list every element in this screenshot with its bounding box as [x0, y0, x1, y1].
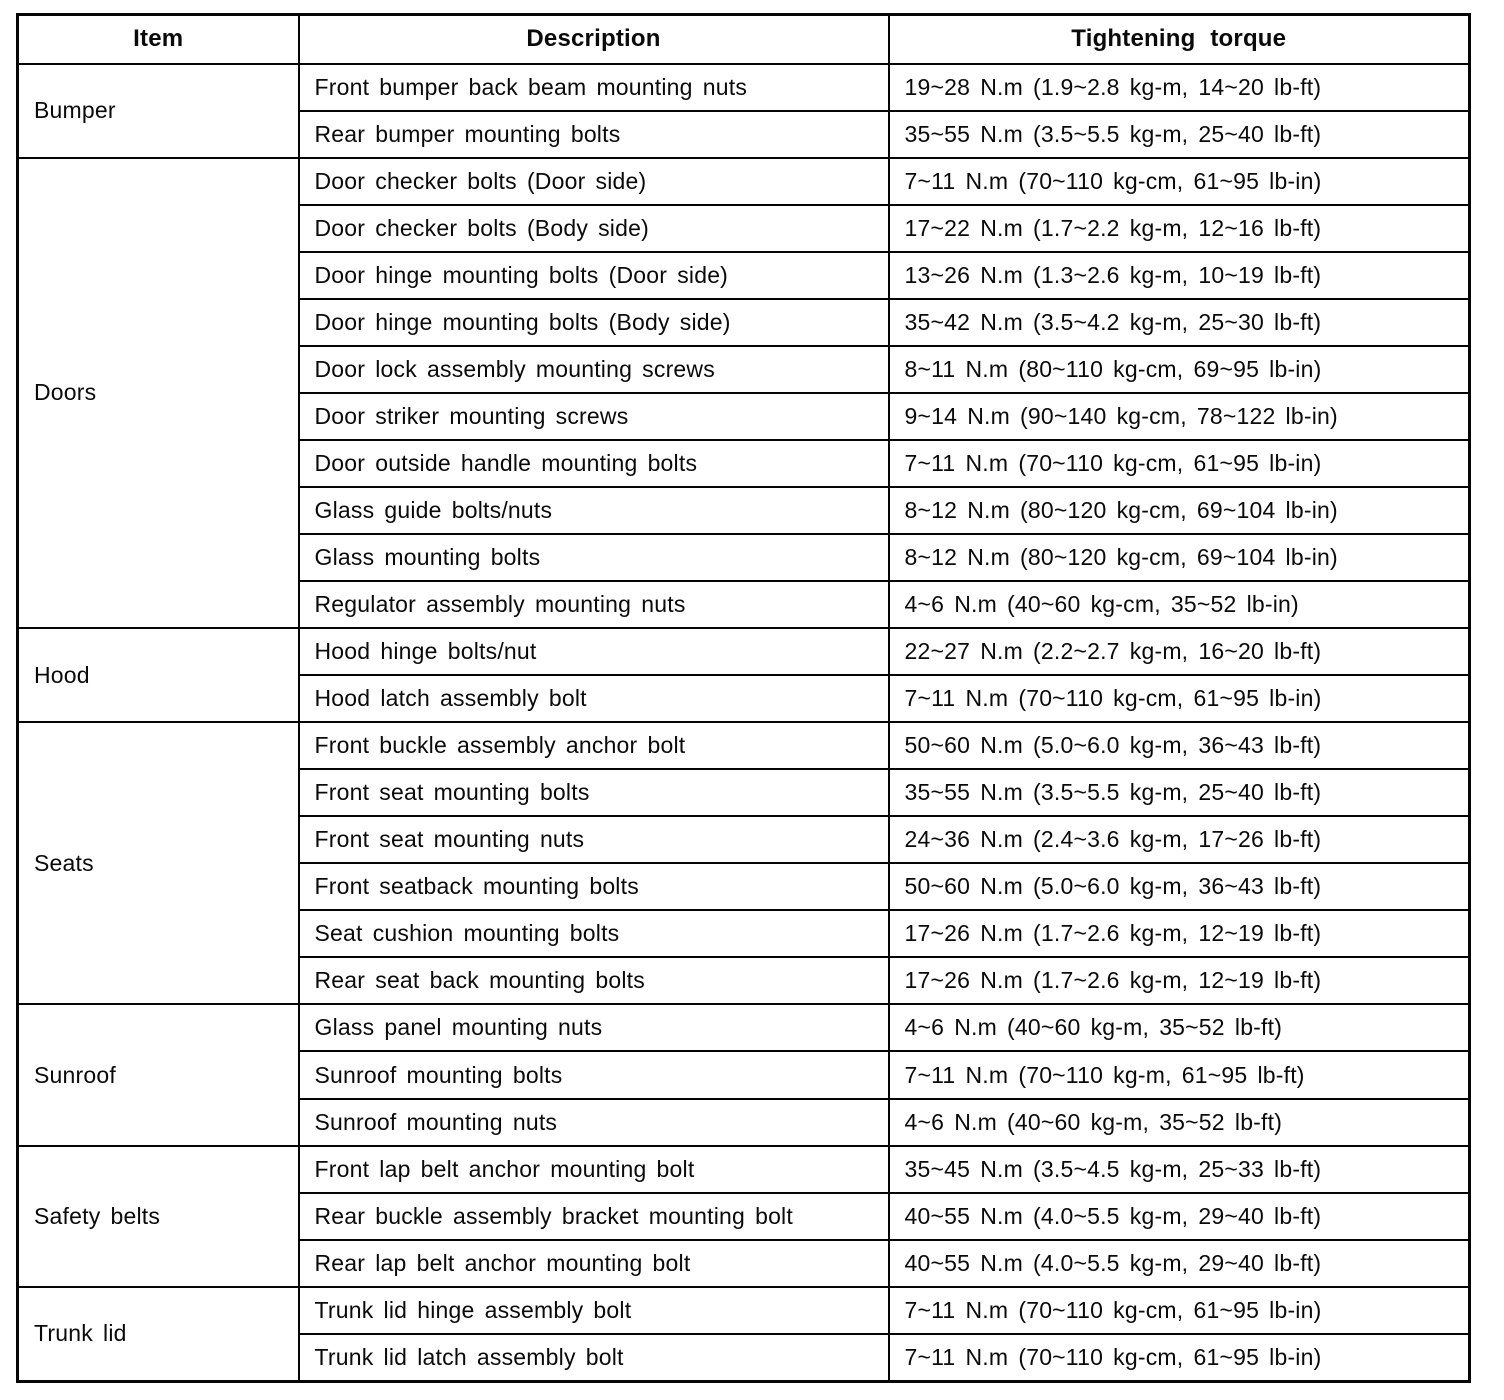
column-header-tightening-torque: Tightening torque [887, 13, 1471, 65]
column-header-description: Description [297, 13, 890, 65]
description-cell: Glass mounting bolts [297, 532, 890, 583]
torque-cell: 24~36 N.m (2.4~3.6 kg-m, 17~26 lb-ft) [887, 815, 1471, 865]
torque-cell: 22~27 N.m (2.2~2.7 kg-m, 16~20 lb-ft) [887, 627, 1471, 677]
table-row: Door lock assembly mounting screws 8~11 N… [18, 344, 1471, 394]
table-row: Front seat mounting bolts 35~55 N.m (3.5~… [18, 768, 1471, 818]
torque-cell: 7~11 N.m (70~110 kg-cm, 61~95 lb-in) [887, 1285, 1471, 1335]
torque-cell: 4~6 N.m (40~60 kg-cm, 35~52 lb-in) [887, 580, 1471, 630]
description-cell: Rear lap belt anchor mounting bolt [297, 1238, 890, 1288]
torque-cell: 7~11 N.m (70~110 kg-cm, 61~95 lb-in) [887, 438, 1471, 488]
table-row: Hood latch assembly bolt 7~11 N.m (70~110… [18, 674, 1471, 724]
table-row: Door outside handle mounting bolts 7~11 N… [18, 438, 1471, 488]
description-cell: Door hinge mounting bolts (Door side) [297, 250, 890, 300]
description-cell: Door outside handle mounting bolts [297, 438, 890, 488]
description-cell: Regulator assembly mounting nuts [297, 580, 890, 630]
torque-cell: 13~26 N.m (1.3~2.6 kg-m, 10~19 lb-ft) [887, 250, 1471, 300]
torque-cell: 8~12 N.m (80~120 kg-cm, 69~104 lb-in) [887, 485, 1471, 535]
table-row: Rear lap belt anchor mounting bolt 40~55 … [18, 1238, 1471, 1288]
table-row: Doors Door checker bolts (Door side) 7~11 … [16, 156, 1471, 630]
item-cell: Safety belts [16, 1144, 300, 1288]
torque-cell: 8~11 N.m (80~110 kg-cm, 69~95 lb-in) [887, 344, 1471, 394]
torque-cell: 4~6 N.m (40~60 kg-m, 35~52 lb-ft) [887, 1097, 1471, 1147]
table-row: Door striker mounting screws 9~14 N.m (90… [18, 391, 1471, 441]
table-row: Door hinge mounting bolts (Body side) 35~… [18, 297, 1471, 347]
column-header-item: Item [16, 13, 300, 65]
description-cell: Front seat mounting nuts [297, 815, 890, 865]
description-cell: Door lock assembly mounting screws [297, 344, 890, 394]
torque-cell: 40~55 N.m (4.0~5.5 kg-m, 29~40 lb-ft) [887, 1191, 1471, 1241]
table-row: Door hinge mounting bolts (Door side) 13~… [18, 250, 1471, 300]
item-cell: Hood [16, 627, 300, 724]
table-row: Door checker bolts (Body side) 17~22 N.m … [18, 203, 1471, 253]
torque-cell: 50~60 N.m (5.0~6.0 kg-m, 36~43 lb-ft) [887, 721, 1471, 771]
torque-cell: 50~60 N.m (5.0~6.0 kg-m, 36~43 lb-ft) [887, 862, 1471, 912]
table-row: Trunk lid Trunk lid hinge assembly bolt 7~… [16, 1285, 1471, 1383]
table-row: Seat cushion mounting bolts 17~26 N.m (1.… [18, 909, 1471, 959]
description-cell: Door checker bolts (Body side) [297, 203, 890, 253]
tightening-torque-table: Item Description Tightening torque Bumpe… [16, 13, 1471, 1383]
item-cell: Seats [16, 721, 300, 1006]
torque-cell: 35~45 N.m (3.5~4.5 kg-m, 25~33 lb-ft) [887, 1144, 1471, 1194]
table-row: Sunroof mounting bolts 7~11 N.m (70~110 k… [18, 1050, 1471, 1100]
description-cell: Front seatback mounting bolts [297, 862, 890, 912]
description-cell: Glass panel mounting nuts [297, 1003, 890, 1053]
table-row: Front seat mounting nuts 24~36 N.m (2.4~3… [18, 815, 1471, 865]
description-cell: Door hinge mounting bolts (Body side) [297, 297, 890, 347]
item-cell: Sunroof [16, 1003, 300, 1147]
description-cell: Rear buckle assembly bracket mounting bo… [297, 1191, 890, 1241]
torque-cell: 17~26 N.m (1.7~2.6 kg-m, 12~19 lb-ft) [887, 909, 1471, 959]
header-row: Item Description Tightening torque [16, 13, 1471, 65]
table-row: Rear bumper mounting bolts 35~55 N.m (3.5… [18, 109, 1471, 159]
table-row: Safety belts Front lap belt anchor mounti… [16, 1144, 1471, 1288]
torque-cell: 19~28 N.m (1.9~2.8 kg-m, 14~20 lb-ft) [887, 62, 1471, 112]
torque-cell: 35~42 N.m (3.5~4.2 kg-m, 25~30 lb-ft) [887, 297, 1471, 347]
table-row: Trunk lid latch assembly bolt 7~11 N.m (7… [18, 1332, 1471, 1383]
table-row: Sunroof mounting nuts 4~6 N.m (40~60 kg-m… [18, 1097, 1471, 1147]
description-cell: Sunroof mounting bolts [297, 1050, 890, 1100]
torque-cell: 8~12 N.m (80~120 kg-cm, 69~104 lb-in) [887, 532, 1471, 583]
table-row: Rear buckle assembly bracket mounting bo… [18, 1191, 1471, 1241]
item-cell: Bumper [16, 62, 300, 159]
torque-cell: 40~55 N.m (4.0~5.5 kg-m, 29~40 lb-ft) [887, 1238, 1471, 1288]
table-row: Rear seat back mounting bolts 17~26 N.m (… [18, 956, 1471, 1006]
description-cell: Front buckle assembly anchor bolt [297, 721, 890, 771]
torque-cell: 35~55 N.m (3.5~5.5 kg-m, 25~40 lb-ft) [887, 109, 1471, 159]
torque-cell: 17~26 N.m (1.7~2.6 kg-m, 12~19 lb-ft) [887, 956, 1471, 1006]
description-cell: Door checker bolts (Door side) [297, 156, 890, 206]
torque-cell: 7~11 N.m (70~110 kg-cm, 61~95 lb-in) [887, 1332, 1471, 1383]
table-row: Glass guide bolts/nuts 8~12 N.m (80~120 k… [18, 485, 1471, 535]
torque-cell: 17~22 N.m (1.7~2.2 kg-m, 12~16 lb-ft) [887, 203, 1471, 253]
description-cell: Trunk lid latch assembly bolt [297, 1332, 890, 1383]
description-cell: Door striker mounting screws [297, 391, 890, 441]
description-cell: Front lap belt anchor mounting bolt [297, 1144, 890, 1194]
description-cell: Hood latch assembly bolt [297, 674, 890, 724]
table-row: Bumper Front bumper back beam mounting nu… [16, 62, 1471, 159]
item-cell: Doors [16, 156, 300, 630]
description-cell: Seat cushion mounting bolts [297, 909, 890, 959]
table-row: Regulator assembly mounting nuts 4~6 N.m … [18, 580, 1471, 630]
description-cell: Front seat mounting bolts [297, 768, 890, 818]
torque-cell: 7~11 N.m (70~110 kg-cm, 61~95 lb-in) [887, 674, 1471, 724]
torque-cell: 9~14 N.m (90~140 kg-cm, 78~122 lb-in) [887, 391, 1471, 441]
torque-cell: 4~6 N.m (40~60 kg-m, 35~52 lb-ft) [887, 1003, 1471, 1053]
description-cell: Sunroof mounting nuts [297, 1097, 890, 1147]
torque-cell: 7~11 N.m (70~110 kg-m, 61~95 lb-ft) [887, 1050, 1471, 1100]
description-cell: Hood hinge bolts/nut [297, 627, 890, 677]
table-row: Sunroof Glass panel mounting nuts 4~6 N.m … [16, 1003, 1471, 1147]
torque-cell: 35~55 N.m (3.5~5.5 kg-m, 25~40 lb-ft) [887, 768, 1471, 818]
table-row: Hood Hood hinge bolts/nut 22~27 N.m (2.2~2… [16, 627, 1471, 724]
description-cell: Glass guide bolts/nuts [297, 485, 890, 535]
description-cell: Trunk lid hinge assembly bolt [297, 1285, 890, 1335]
description-cell: Front bumper back beam mounting nuts [297, 62, 890, 112]
table-body: Bumper Front bumper back beam mounting nu… [16, 62, 1471, 1383]
table-row: Front seatback mounting bolts 50~60 N.m (… [18, 862, 1471, 912]
description-cell: Rear seat back mounting bolts [297, 956, 890, 1006]
torque-cell: 7~11 N.m (70~110 kg-cm, 61~95 lb-in) [887, 156, 1471, 206]
description-cell: Rear bumper mounting bolts [297, 109, 890, 159]
table-row: Seats Front buckle assembly anchor bolt 50… [16, 721, 1471, 1006]
table-row: Glass mounting bolts 8~12 N.m (80~120 kg-… [18, 532, 1471, 583]
item-cell: Trunk lid [16, 1285, 300, 1383]
